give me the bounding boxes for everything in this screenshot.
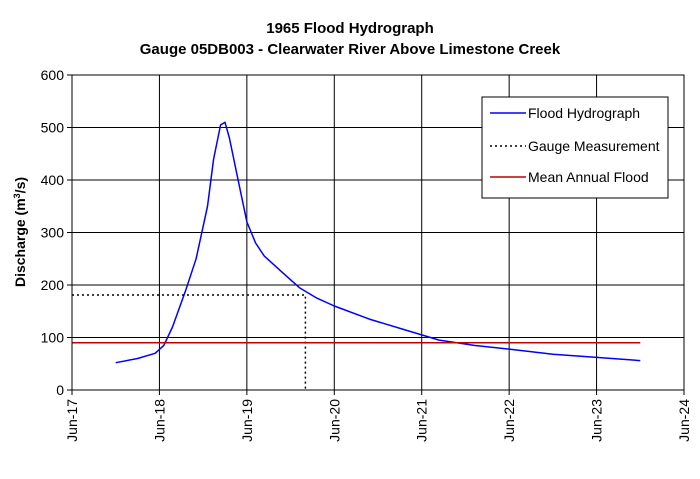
y-axis-label-suffix: /s) bbox=[12, 177, 28, 193]
grid-lines bbox=[72, 75, 684, 390]
x-tick-label: Jun-20 bbox=[326, 399, 342, 442]
series-line-gauge-measurement bbox=[72, 294, 307, 390]
x-tick-label: Jun-18 bbox=[151, 399, 167, 442]
series-group bbox=[72, 121, 641, 390]
y-tick-label: 300 bbox=[41, 225, 65, 241]
y-axis-label: Discharge (m3/s) bbox=[12, 177, 28, 287]
y-axis-label-superscript: 3 bbox=[12, 193, 22, 198]
y-tick-label: 0 bbox=[56, 382, 64, 398]
chart-title: 1965 Flood Hydrograph bbox=[266, 20, 434, 37]
y-axis-label-main: Discharge (m bbox=[12, 198, 28, 287]
tick-marks bbox=[67, 74, 685, 395]
chart-subtitle: Gauge 05DB003 - Clearwater River Above L… bbox=[140, 41, 561, 58]
legend-label-mean-annual-flood: Mean Annual Flood bbox=[528, 169, 649, 185]
x-tick-label: Jun-21 bbox=[414, 399, 430, 442]
y-tick-labels: 0 100 200 300 400 500 600 bbox=[41, 67, 65, 398]
x-tick-label: Jun-17 bbox=[64, 399, 80, 442]
x-tick-label: Jun-24 bbox=[676, 399, 692, 442]
x-tick-label: Jun-19 bbox=[239, 399, 255, 442]
y-tick-label: 600 bbox=[41, 67, 65, 83]
x-tick-label: Jun-22 bbox=[501, 399, 517, 442]
legend-label-gauge-measurement: Gauge Measurement bbox=[528, 138, 660, 154]
y-tick-label: 500 bbox=[41, 120, 65, 136]
legend-label-flood-hydrograph: Flood Hydrograph bbox=[528, 105, 640, 121]
y-tick-label: 400 bbox=[41, 172, 65, 188]
x-tick-label: Jun-23 bbox=[589, 399, 605, 442]
legend-box bbox=[481, 96, 669, 199]
y-tick-label: 100 bbox=[41, 330, 65, 346]
chart-legend: Flood Hydrograph Gauge Measurement Mean … bbox=[481, 96, 669, 199]
x-tick-labels: Jun-17 Jun-18 Jun-19 Jun-20 Jun-21 Jun-22 Jun-… bbox=[64, 399, 692, 442]
y-tick-label: 200 bbox=[41, 277, 65, 293]
